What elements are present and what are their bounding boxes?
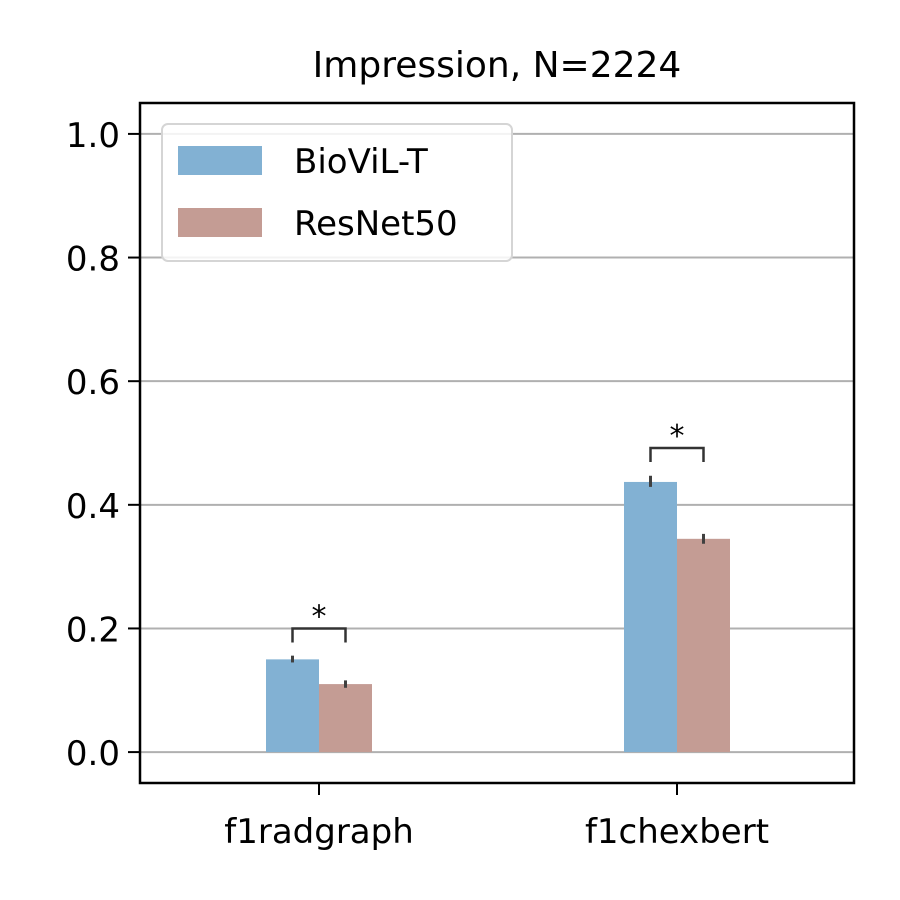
y-tick-label: 1.0 [66, 116, 120, 156]
y-tick-label: 0.2 [66, 610, 120, 650]
legend-label: BioViL-T [294, 142, 428, 182]
significance-marker: * [670, 419, 685, 454]
legend-swatch [178, 146, 262, 175]
bar-resnet50-f1chexbert [677, 538, 730, 753]
bar-biovil-t-f1radgraph [266, 659, 319, 753]
y-tick-label: 0.8 [66, 240, 120, 280]
y-tick-label: 0.6 [66, 363, 120, 403]
x-axis: f1radgraph f1chexbert [224, 783, 769, 852]
bar-biovil-t-f1chexbert [624, 481, 677, 753]
significance-bracket [291, 627, 347, 643]
y-axis: 0.0 0.2 0.4 0.6 0.8 1.0 [66, 116, 140, 774]
legend-label: ResNet50 [294, 204, 458, 244]
legend-swatch [178, 208, 262, 237]
significance-marker: * [312, 599, 327, 634]
error-bars [291, 475, 705, 688]
x-tick-label: f1radgraph [224, 812, 414, 852]
legend: BioViL-T ResNet50 [161, 123, 513, 262]
y-tick-label: 0.0 [66, 734, 120, 774]
x-tick-label: f1chexbert [585, 812, 769, 852]
bars [266, 481, 730, 753]
significance-brackets: ** [291, 419, 705, 643]
significance-bracket [649, 446, 705, 462]
chart-title: Impression, N=2224 [313, 45, 682, 86]
bar-resnet50-f1radgraph [319, 684, 372, 753]
y-tick-label: 0.4 [66, 487, 120, 527]
plot-frame [138, 101, 856, 785]
